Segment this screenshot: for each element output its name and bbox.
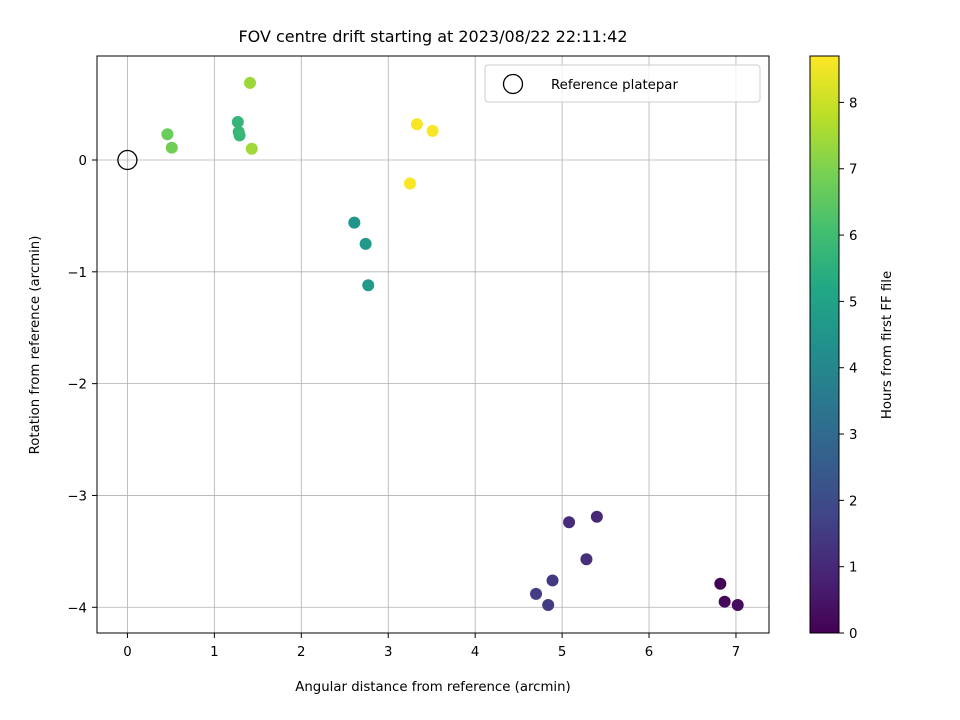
y-tick-label: −4	[67, 601, 87, 616]
colorbar-label: Hours from first FF file	[880, 271, 895, 419]
data-point	[580, 553, 593, 566]
x-tick-label: 4	[471, 645, 479, 660]
chart-title: FOV centre drift starting at 2023/08/22 …	[238, 27, 627, 46]
colorbar-ticks: 0 1 2 3 4 5 6 7 8	[839, 96, 857, 642]
legend-entry: Reference platepar	[551, 78, 678, 93]
plot-frame	[96, 55, 770, 634]
data-point	[590, 510, 603, 523]
legend-box	[484, 64, 761, 103]
data-point	[530, 587, 543, 600]
y-tick-label: −1	[67, 266, 87, 281]
data-point	[161, 128, 174, 141]
x-axis-ticks: 0 1 2 3 4 5 6 7	[123, 633, 740, 660]
grid	[97, 56, 769, 633]
data-point	[731, 599, 744, 612]
data-points	[161, 76, 744, 612]
legend: Reference platepar	[484, 64, 761, 103]
x-tick-label: 3	[384, 645, 392, 660]
y-tick-label: 0	[79, 154, 87, 169]
data-point	[233, 129, 246, 142]
y-axis-ticks: −4 −3 −2 −1 0	[67, 154, 97, 616]
colorbar-tick-label: 1	[849, 561, 857, 576]
legend-marker-icon	[502, 73, 524, 95]
reference-marker	[117, 149, 138, 171]
x-tick-label: 0	[123, 645, 131, 660]
x-tick-label: 2	[297, 645, 305, 660]
y-axis-label: Rotation from reference (arcmin)	[28, 236, 43, 455]
y-tick-label: −3	[67, 489, 87, 504]
y-tick-label: −2	[67, 378, 87, 393]
colorbar-tick-label: 2	[849, 494, 857, 509]
data-point	[426, 124, 439, 137]
colorbar-tick-label: 0	[849, 627, 857, 642]
data-point	[245, 142, 258, 155]
colorbar	[809, 55, 840, 634]
colorbar-tick-label: 7	[849, 163, 857, 178]
data-point	[348, 216, 361, 229]
data-point	[403, 177, 416, 190]
x-axis-label: Angular distance from reference (arcmin)	[295, 680, 570, 695]
reference-point	[117, 149, 138, 171]
colorbar-tick-label: 4	[849, 362, 857, 377]
x-tick-label: 1	[210, 645, 218, 660]
x-tick-label: 6	[645, 645, 653, 660]
data-point	[542, 599, 555, 612]
colorbar-tick-label: 3	[849, 428, 857, 443]
data-point	[714, 577, 727, 590]
colorbar-tick-label: 8	[849, 96, 857, 111]
x-tick-label: 5	[558, 645, 566, 660]
data-point	[718, 595, 731, 608]
data-point	[563, 516, 576, 529]
data-point	[410, 118, 423, 131]
data-point	[359, 237, 372, 250]
data-point	[546, 574, 559, 587]
data-point	[165, 141, 178, 154]
data-point	[231, 115, 244, 128]
colorbar-tick-label: 5	[849, 295, 857, 310]
colorbar-tick-label: 6	[849, 229, 857, 244]
data-point	[244, 76, 257, 89]
x-tick-label: 7	[732, 645, 740, 660]
data-point	[362, 279, 375, 292]
